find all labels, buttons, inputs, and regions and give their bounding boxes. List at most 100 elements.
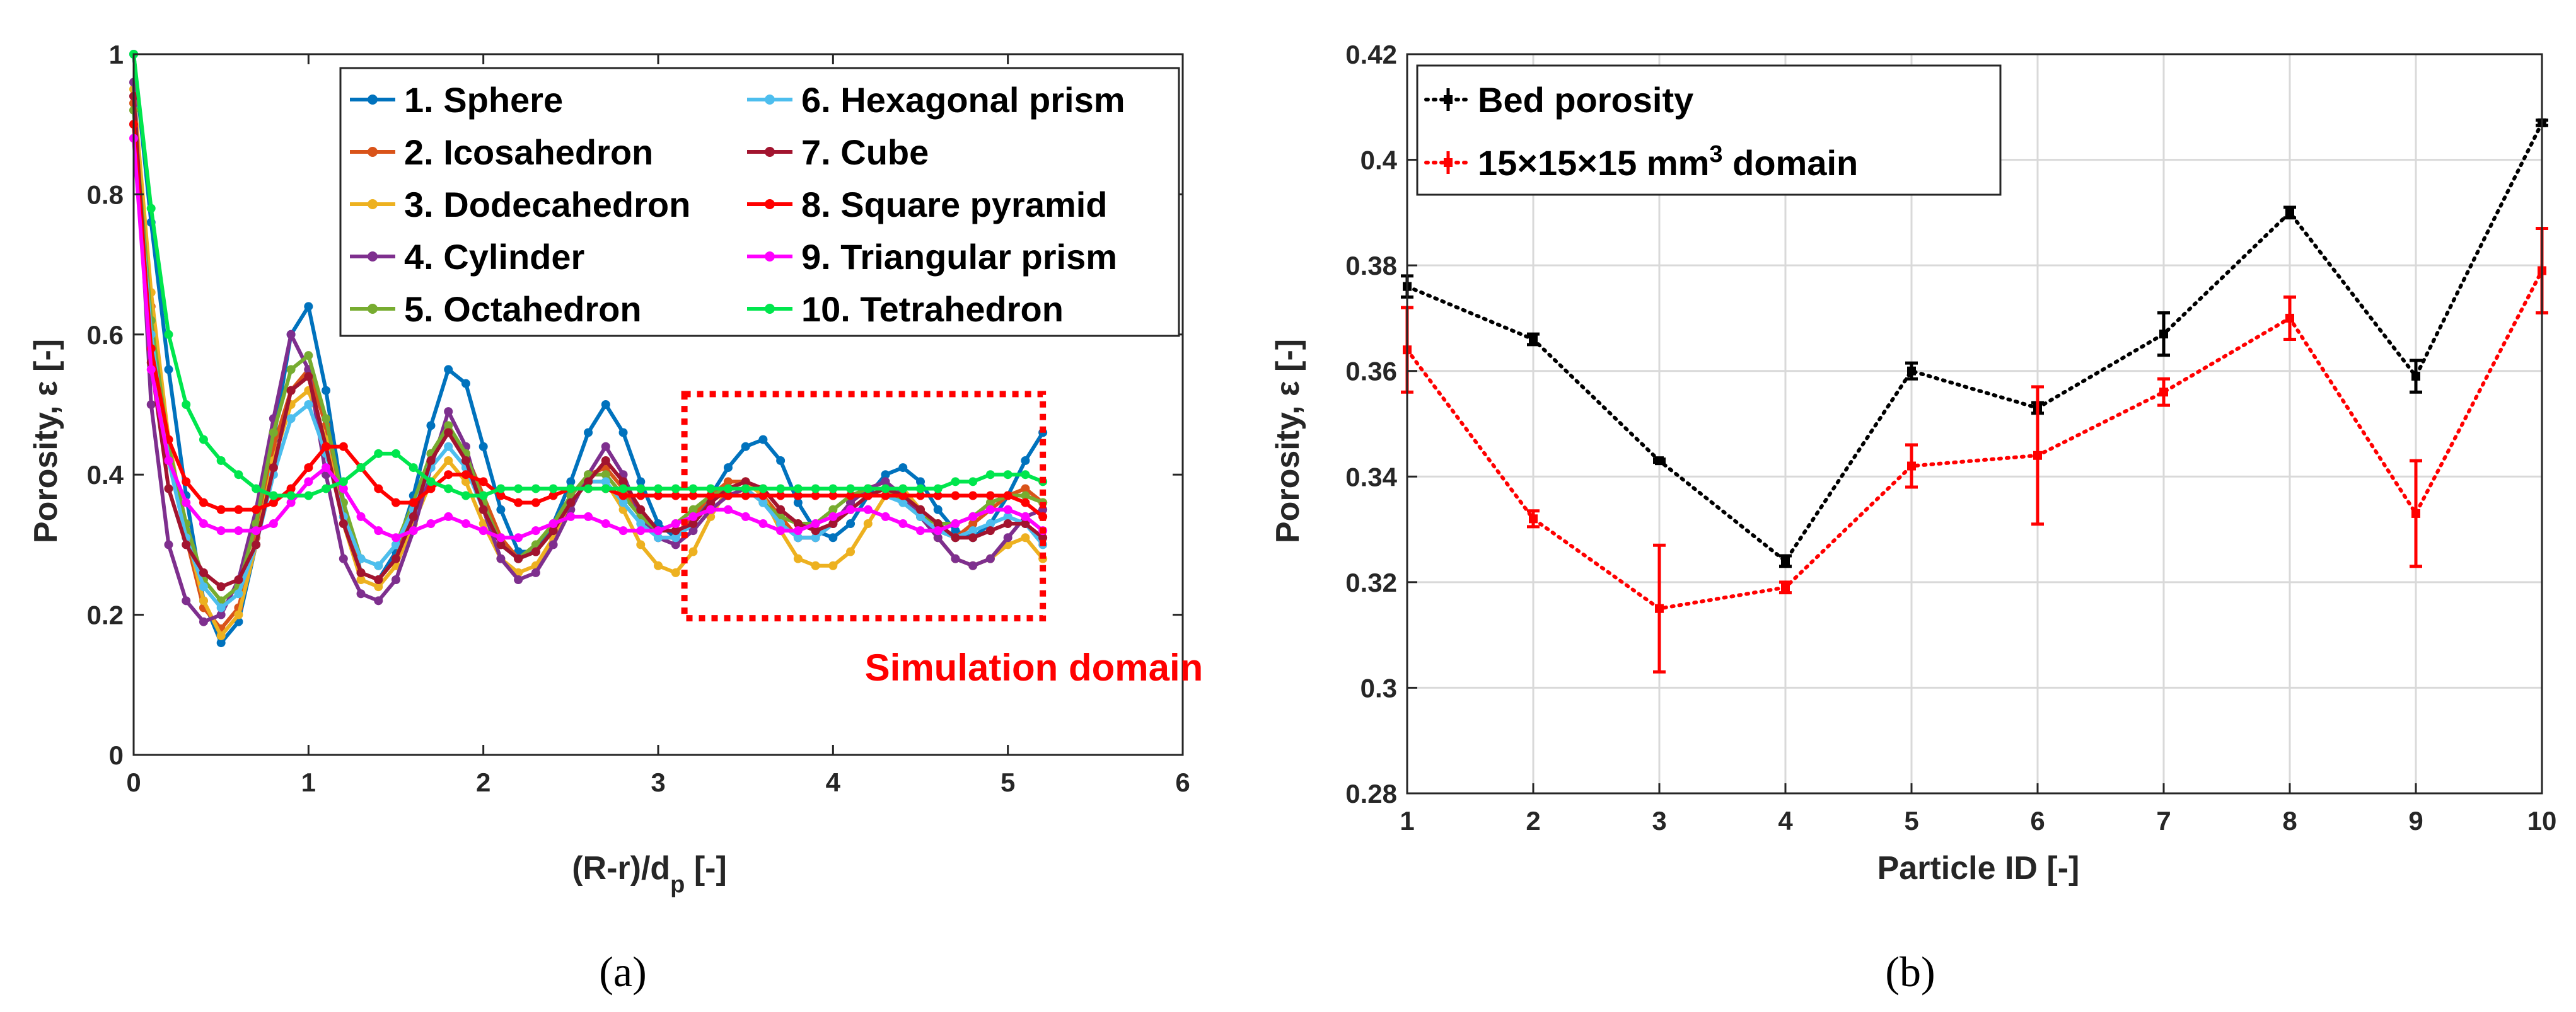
legend-label: 15×15×15 mm3 domain (1478, 141, 1858, 183)
data-point (234, 610, 243, 619)
data-point (479, 526, 488, 536)
data-point (234, 526, 243, 536)
legend-swatch-marker (368, 147, 378, 157)
data-point (479, 442, 488, 451)
data-point (392, 554, 400, 563)
data-point (968, 533, 978, 543)
data-point (479, 505, 488, 514)
data-point (374, 575, 383, 584)
legend-swatch-marker (1444, 95, 1453, 104)
b-y-tick-label: 0.34 (1345, 462, 1397, 492)
data-point (811, 519, 820, 529)
b-y-tick-label: 0.4 (1361, 146, 1398, 175)
data-point (846, 547, 856, 556)
data-point (374, 596, 383, 606)
legend-label: 6. Hexagonal prism (801, 80, 1125, 120)
data-point (234, 470, 243, 480)
data-point (828, 561, 838, 570)
data-point (793, 491, 803, 500)
data-point (269, 498, 278, 507)
data-point (985, 519, 995, 529)
data-point (1021, 533, 1030, 543)
a-y-tick-label: 0.6 (87, 320, 124, 350)
data-point (618, 428, 628, 437)
data-point (1021, 512, 1030, 521)
data-point (636, 484, 646, 493)
data-point (286, 365, 296, 374)
legend-item-7-cube: 7. Cube (747, 132, 929, 172)
data-point (1003, 519, 1012, 529)
data-point (828, 519, 838, 529)
legend-item-10-tetrahedron: 10. Tetrahedron (747, 289, 1064, 329)
data-point (898, 484, 908, 493)
legend-item-2-icosahedron: 2. Icosahedron (350, 132, 653, 172)
data-point (216, 638, 226, 648)
data-point (706, 505, 716, 514)
data-point (392, 540, 400, 549)
data-point (828, 533, 838, 543)
data-point (916, 526, 925, 536)
data-point (2411, 372, 2420, 381)
data-point (496, 554, 506, 563)
data-point (776, 484, 786, 493)
data-point (566, 484, 576, 493)
a-panel-label: (a) (599, 948, 646, 996)
data-point (548, 540, 558, 549)
data-point (898, 463, 908, 473)
b-legend-box (1416, 64, 2002, 196)
a-x-tick-label: 1 (301, 768, 316, 797)
data-point (339, 554, 348, 563)
data-point (164, 365, 173, 374)
legend-item-1-sphere: 1. Sphere (350, 80, 563, 120)
data-point (933, 505, 943, 514)
a-y-tick-label: 0 (109, 740, 124, 770)
data-point (2285, 208, 2294, 217)
b-axes-frame (1406, 53, 2543, 795)
b-y-tick-label: 0.32 (1345, 568, 1397, 597)
data-point (811, 484, 820, 493)
data-point (444, 484, 453, 493)
data-point (496, 540, 506, 549)
data-point (584, 512, 593, 521)
data-point (216, 610, 226, 619)
data-point (461, 491, 470, 500)
data-point (618, 491, 628, 500)
data-point (741, 477, 750, 486)
data-point (881, 484, 890, 493)
series-9-triangular-prism (129, 134, 1048, 543)
data-point (444, 365, 453, 374)
data-point (216, 582, 226, 592)
legend-label: 1. Sphere (404, 80, 563, 120)
data-point (758, 484, 768, 493)
data-point (444, 470, 453, 480)
data-point (164, 540, 173, 549)
data-point (322, 442, 331, 451)
data-point (846, 519, 856, 529)
chart-panel-b: 1 2 3 4 5 6 7 8 9 10 0.28 0.3 0.32 0.34 0.36 0.38 0.4 0.4… (1270, 40, 2556, 996)
legend-item-4-cylinder: 4. Cylinder (350, 237, 584, 277)
data-point (444, 512, 453, 521)
data-point (199, 498, 208, 507)
a-x-tick-label: 5 (1001, 768, 1015, 797)
simulation-domain-label: Simulation domain (865, 647, 1204, 689)
data-point (199, 435, 208, 444)
data-point (1781, 583, 1790, 592)
data-point (811, 533, 820, 543)
legend-label: 3. Dodecahedron (404, 185, 690, 224)
data-point (182, 477, 191, 486)
data-point (828, 512, 838, 521)
data-point (985, 491, 995, 500)
b-x-tick-label: 5 (1904, 806, 1918, 836)
b-y-tick-label: 0.28 (1345, 779, 1397, 808)
data-point (374, 582, 383, 592)
data-point (618, 477, 628, 486)
a-x-axis-label: (R-r)/dp [-] (572, 850, 727, 898)
data-point (828, 491, 838, 500)
data-point (182, 400, 191, 409)
data-point (356, 512, 366, 521)
data-point (706, 498, 716, 507)
data-point (776, 505, 786, 514)
a-x-tick-label: 6 (1175, 768, 1190, 797)
data-point (654, 484, 663, 493)
legend-label: 10. Tetrahedron (801, 289, 1064, 329)
